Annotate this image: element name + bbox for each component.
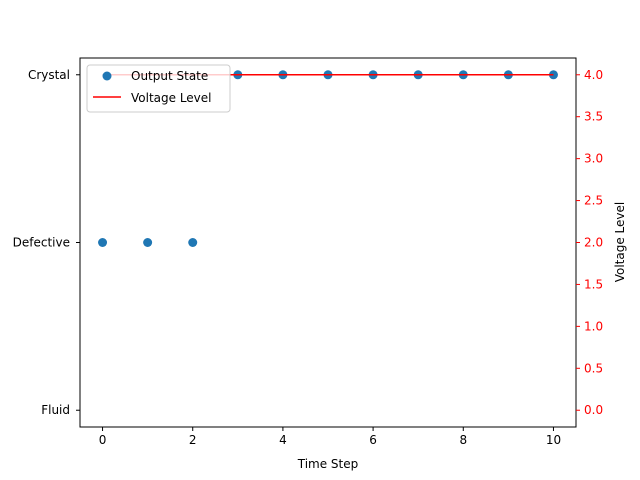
y-left-tick-label: Fluid — [41, 403, 70, 417]
legend-label-voltage-level: Voltage Level — [131, 91, 212, 105]
x-tick-label: 8 — [459, 433, 467, 447]
data-point-output-state — [143, 238, 153, 247]
legend-label-output-state: Output State — [131, 69, 208, 83]
y-right-tick-label: 3.5 — [584, 110, 603, 124]
x-tick-label: 10 — [546, 433, 561, 447]
y-right-tick-label: 1.5 — [584, 277, 603, 291]
y-right-tick-label: 0.0 — [584, 403, 603, 417]
y-left-tick-label: Crystal — [28, 68, 70, 82]
y-right-tick-label: 4.0 — [584, 68, 603, 82]
y-right-axis-label: Voltage Level — [613, 202, 627, 283]
y-left-tick-label: Defective — [13, 236, 70, 250]
y-right-tick-label: 1.0 — [584, 319, 603, 333]
x-axis: 0 2 4 6 8 10 — [99, 427, 561, 447]
legend-marker-output-state — [102, 71, 112, 81]
x-tick-label: 2 — [189, 433, 197, 447]
y-axis-right: 0.0 0.5 1.0 1.5 2.0 2.5 3.0 3.5 4.0 — [576, 68, 603, 417]
y-axis-left: Fluid Defective Crystal — [13, 68, 80, 417]
x-axis-label: Time Step — [297, 457, 359, 471]
x-tick-label: 0 — [99, 433, 107, 447]
data-point-output-state — [98, 238, 108, 247]
legend-box — [86, 64, 231, 113]
y-right-tick-label: 0.5 — [584, 361, 603, 375]
y-right-tick-label: 2.5 — [584, 194, 603, 208]
data-point-output-state — [188, 238, 198, 247]
legend: Output State Voltage Level — [86, 64, 231, 113]
x-tick-label: 4 — [279, 433, 287, 447]
x-tick-label: 6 — [369, 433, 377, 447]
y-right-tick-label: 3.0 — [584, 152, 603, 166]
y-right-tick-label: 2.0 — [584, 236, 603, 250]
